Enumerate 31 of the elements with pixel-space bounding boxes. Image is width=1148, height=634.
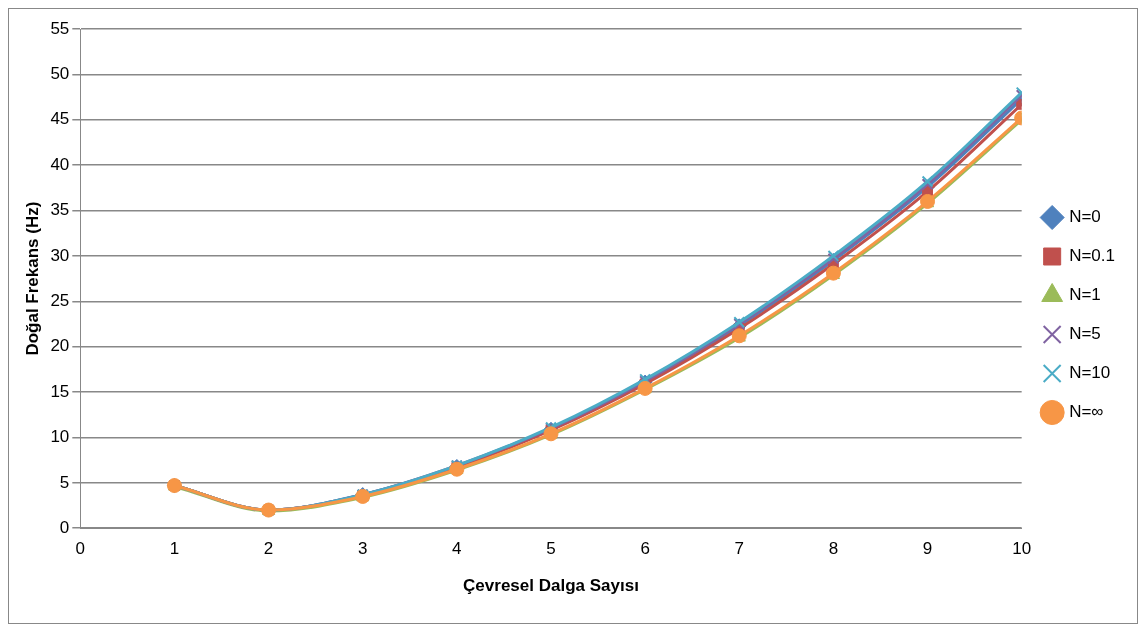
y-tick-label: 40 — [50, 154, 70, 174]
x-axis-title: Çevresel Dalga Sayısı — [463, 576, 639, 596]
legend-label: N=5 — [1069, 324, 1101, 344]
y-tick-label: 55 — [50, 18, 70, 38]
y-tick-label: 5 — [59, 472, 70, 492]
legend-label: N=0.1 — [1069, 246, 1116, 266]
y-tick-label: 50 — [50, 64, 70, 84]
x-tick-label: 7 — [734, 539, 744, 559]
y-tick-label: 35 — [50, 200, 70, 220]
legend-label: N=0 — [1069, 207, 1101, 227]
legend-label: N=∞ — [1069, 402, 1104, 422]
y-tick-label: 15 — [50, 381, 70, 401]
y-tick-label: 0 — [59, 517, 70, 537]
y-tick-label: 45 — [50, 109, 70, 129]
x-tick-label: 6 — [640, 539, 650, 559]
x-tick-label: 5 — [546, 539, 556, 559]
y-axis-title: Doğal Frekans (Hz) — [22, 201, 42, 356]
x-tick-label: 1 — [169, 539, 180, 559]
y-tick-label: 30 — [50, 245, 70, 265]
y-tick-label: 20 — [50, 336, 70, 356]
x-tick-label: 3 — [357, 539, 368, 559]
x-tick-label: 8 — [828, 539, 839, 559]
x-tick-label: 4 — [452, 539, 462, 559]
legend-label: N=1 — [1069, 285, 1101, 305]
x-tick-label: 2 — [263, 539, 274, 559]
legend-label: N=10 — [1069, 363, 1111, 383]
x-tick-label: 10 — [1012, 539, 1032, 559]
y-tick-label: 10 — [50, 427, 70, 447]
x-tick-label: 0 — [75, 539, 86, 559]
y-tick-label: 25 — [50, 290, 70, 310]
x-tick-label: 9 — [922, 539, 933, 559]
